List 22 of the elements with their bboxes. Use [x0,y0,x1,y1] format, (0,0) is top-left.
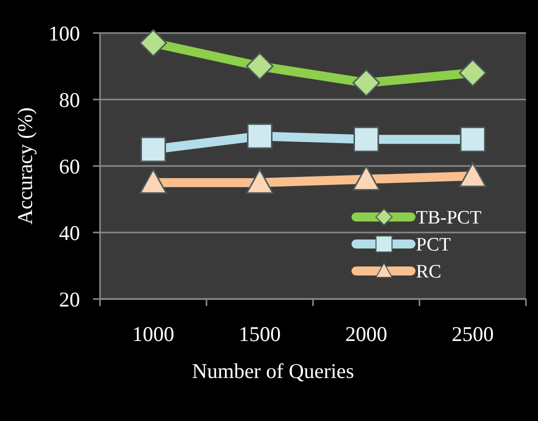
legend-label: RC [416,262,442,283]
point [460,126,486,152]
y-tick-label: 20 [59,287,80,312]
legend-label: PCT [416,234,452,256]
point [246,168,274,194]
point [459,162,486,188]
point [247,123,272,149]
point [352,166,380,190]
point [354,126,379,152]
x-tick-label: 2500 [452,322,494,346]
y-tick-label: 80 [59,88,80,112]
x-axis-title: Number of Queries [192,359,354,383]
legend-label: TB-PCT [416,208,482,229]
y-tick-label: 60 [59,154,80,178]
point [140,136,166,162]
x-tick-label: 1000 [132,322,174,346]
y-axis-title: Accuracy (%) [13,107,37,225]
x-tick-label: 1500 [238,322,281,346]
y-tick-label: 40 [59,220,80,245]
point [140,168,167,194]
x-tick-label: 2000 [345,322,388,346]
y-tick-label: 100 [48,21,80,46]
